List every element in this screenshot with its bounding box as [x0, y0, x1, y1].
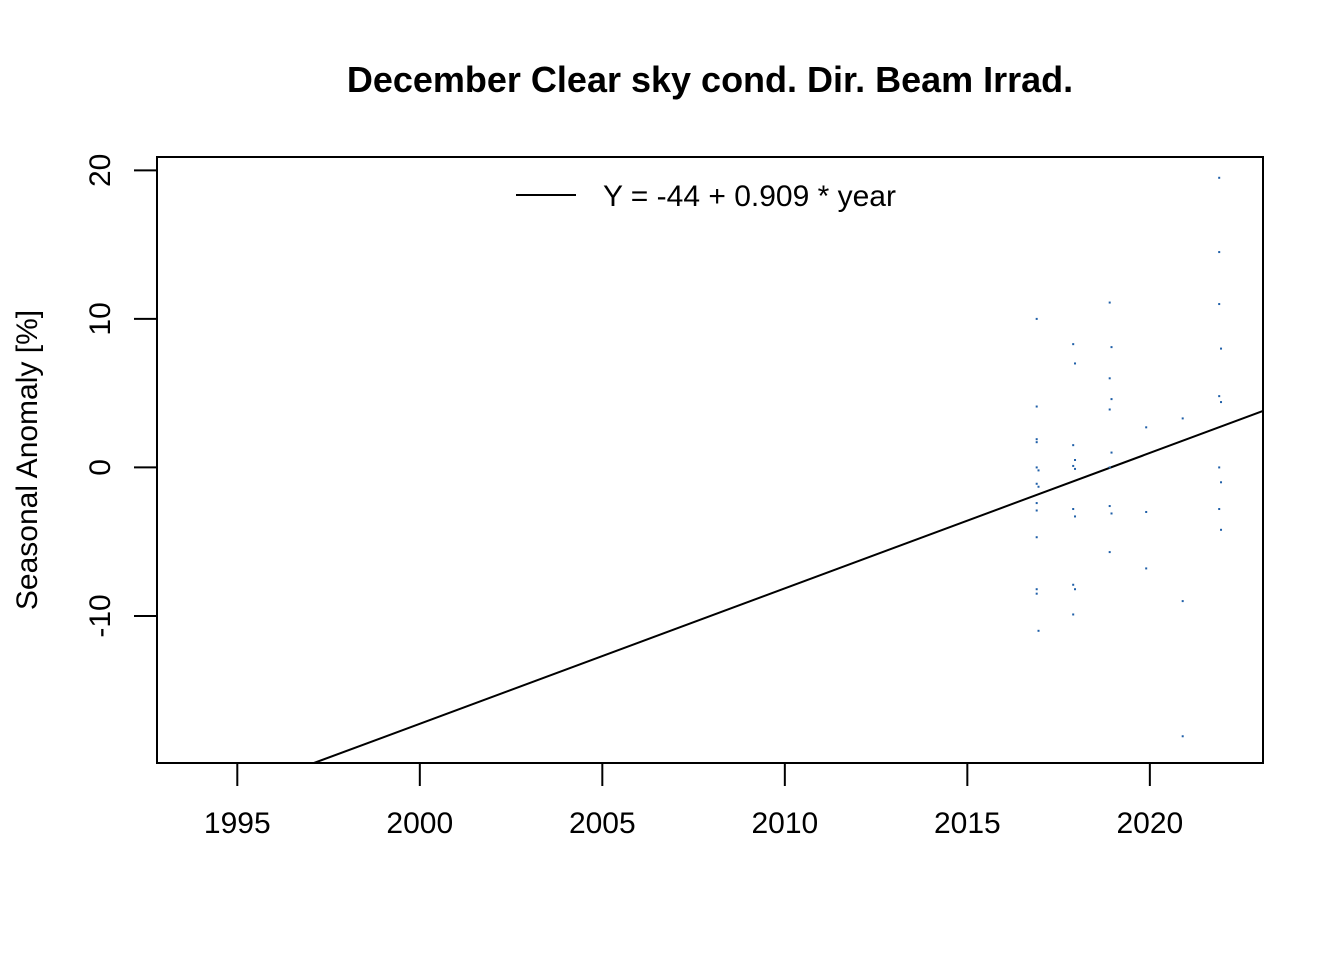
- data-point: [1108, 408, 1111, 411]
- y-axis: -10 0 10 20: [84, 154, 157, 638]
- data-point: [1035, 592, 1038, 595]
- plot-area: [313, 176, 1264, 764]
- data-point: [1110, 398, 1113, 401]
- data-point: [1181, 735, 1184, 738]
- data-point: [1145, 567, 1148, 570]
- data-point: [1037, 469, 1040, 472]
- data-point: [1218, 176, 1221, 179]
- x-tick-label: 2015: [934, 807, 1001, 840]
- data-point: [1035, 509, 1038, 512]
- data-point: [1220, 401, 1223, 404]
- data-point: [1108, 466, 1111, 469]
- x-tick-label: 2005: [569, 807, 636, 840]
- data-point: [1220, 528, 1223, 531]
- data-point: [1110, 512, 1113, 515]
- data-point: [1074, 362, 1077, 365]
- data-point: [1074, 467, 1077, 470]
- data-point: [1035, 536, 1038, 539]
- data-point: [1035, 438, 1038, 441]
- data-point: [1181, 417, 1184, 420]
- data-point: [1218, 508, 1221, 511]
- data-point: [1108, 301, 1111, 304]
- data-point: [1218, 303, 1221, 306]
- data-point: [1110, 451, 1113, 454]
- data-point: [1035, 466, 1038, 469]
- data-point: [1037, 485, 1040, 488]
- y-tick-label: 10: [84, 302, 117, 335]
- y-axis-label: Seasonal Anomaly [%]: [11, 310, 44, 610]
- data-point: [1074, 588, 1077, 591]
- plot-frame: [156, 156, 1264, 764]
- data-point: [1035, 588, 1038, 591]
- data-point: [1218, 466, 1221, 469]
- data-point: [1035, 405, 1038, 408]
- data-point: [1074, 515, 1077, 518]
- data-point: [1220, 481, 1223, 484]
- data-point: [1035, 317, 1038, 320]
- legend-label: Y = -44 + 0.909 * year: [603, 180, 896, 213]
- data-point: [1072, 583, 1075, 586]
- data-point: [1110, 346, 1113, 349]
- data-point: [1108, 505, 1111, 508]
- x-tick-label: 2010: [751, 807, 818, 840]
- data-point: [1072, 343, 1075, 346]
- legend: Y = -44 + 0.909 * year: [516, 180, 896, 213]
- data-point: [1218, 251, 1221, 254]
- data-point: [1145, 426, 1148, 429]
- data-point: [1035, 482, 1038, 485]
- data-point: [1074, 459, 1077, 461]
- x-tick-label: 2020: [1116, 807, 1183, 840]
- chart-title: December Clear sky cond. Dir. Beam Irrad…: [347, 59, 1073, 100]
- trend-line: [313, 410, 1264, 764]
- y-tick-label: 20: [84, 154, 117, 187]
- x-axis: 1995 2000 2005 2010 2015 2020: [204, 763, 1183, 840]
- data-point: [1145, 510, 1148, 513]
- data-point: [1218, 395, 1221, 398]
- data-point: [1220, 347, 1223, 350]
- data-point: [1108, 377, 1111, 380]
- data-point: [1108, 551, 1111, 554]
- y-tick-label: -10: [84, 594, 117, 637]
- data-point: [1072, 508, 1075, 511]
- data-point: [1037, 629, 1040, 632]
- x-tick-label: 2000: [386, 807, 453, 840]
- data-point: [1181, 600, 1184, 603]
- data-point: [1035, 502, 1038, 505]
- data-point: [1072, 444, 1075, 447]
- x-tick-label: 1995: [204, 807, 271, 840]
- data-point: [1035, 441, 1038, 444]
- data-point: [1072, 464, 1075, 467]
- y-tick-label: 0: [84, 459, 117, 476]
- data-point: [1072, 613, 1075, 616]
